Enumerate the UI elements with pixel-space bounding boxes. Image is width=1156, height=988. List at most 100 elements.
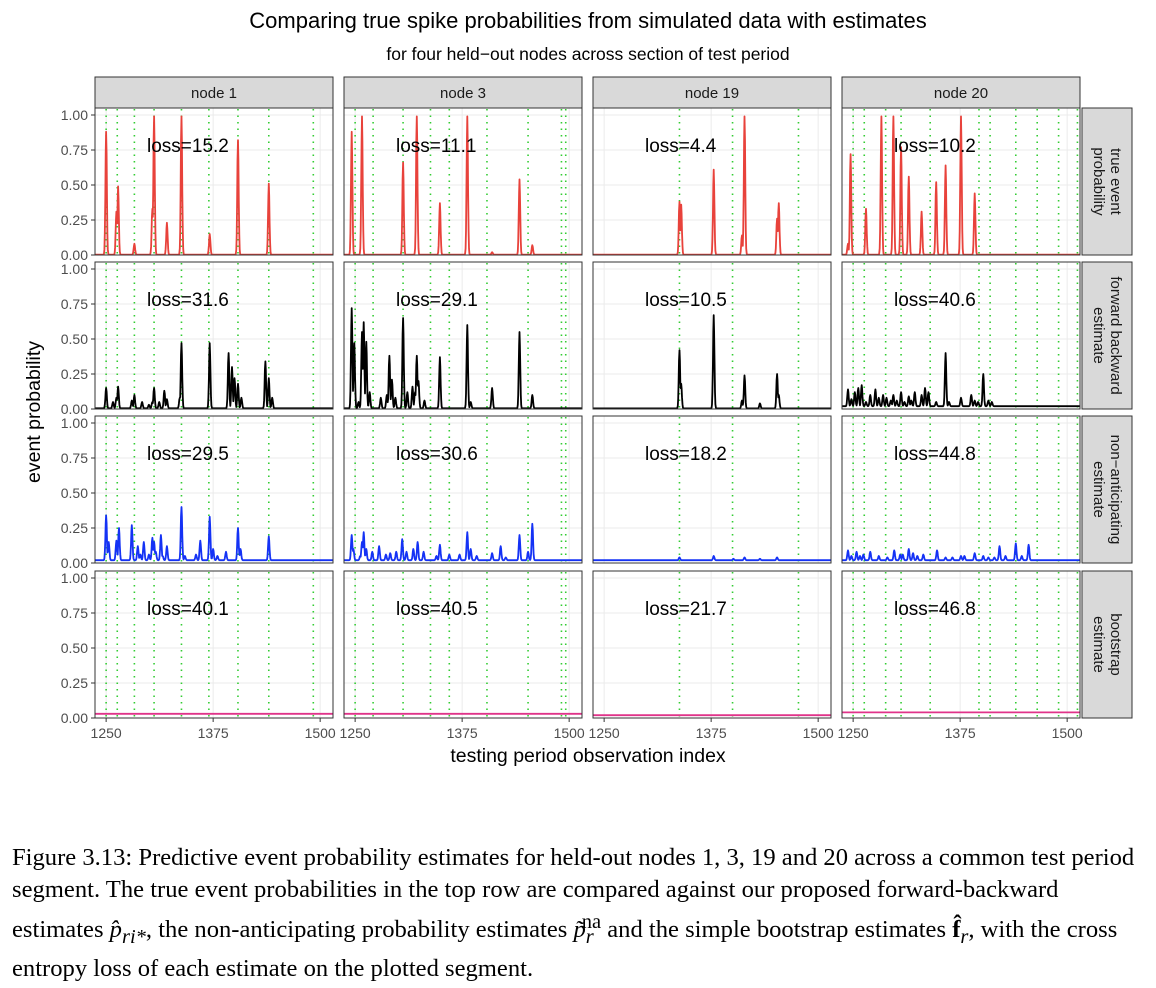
- facet-strip-label: node 20: [934, 85, 988, 102]
- y-tick-label: 0.25: [61, 675, 88, 691]
- facet-strip-label: node 1: [191, 85, 237, 102]
- x-tick-label: 1375: [696, 725, 727, 741]
- panel-border: [94, 415, 334, 564]
- y-tick-label: 0.75: [61, 605, 88, 621]
- panel-node-19-row-3: loss=18.2: [592, 415, 832, 564]
- row-strip: [1081, 261, 1133, 410]
- symbol-non-anticipating: p̃rna: [573, 911, 602, 949]
- facet-strip-node-19: [592, 76, 832, 109]
- panel-node-3-row-4: loss=40.5: [343, 570, 583, 719]
- faceted-line-chart: Comparing true spike probabilities from …: [23, 8, 1133, 767]
- x-tick-label: 1500: [305, 725, 336, 741]
- panel-node-1-row-4: loss=40.1: [94, 570, 334, 719]
- loss-label: loss=29.1: [396, 290, 478, 311]
- x-tick-label: 1500: [803, 725, 834, 741]
- panel-border: [841, 570, 1081, 719]
- panel-background: [842, 262, 1080, 409]
- y-tick-label: 1.00: [61, 107, 88, 123]
- loss-label: loss=4.4: [645, 136, 717, 157]
- x-tick-label: 1375: [198, 725, 229, 741]
- series-line-forward-backward-estimate: [94, 342, 334, 410]
- row-strip-label: bootstrapestimate: [1090, 613, 1124, 676]
- panel-background: [593, 571, 831, 718]
- loss-label: loss=46.8: [894, 599, 976, 620]
- panel-border: [94, 570, 334, 719]
- x-axis-label: testing period observation index: [450, 745, 726, 767]
- loss-label: loss=44.8: [894, 444, 976, 465]
- y-tick-label: 0.50: [61, 331, 88, 347]
- panel-node-1-row-2: loss=31.6: [94, 261, 334, 410]
- caption-text-2: , the non-anticipating probability estim…: [145, 916, 574, 944]
- loss-label: loss=18.2: [645, 444, 727, 465]
- loss-label: loss=11.1: [396, 136, 476, 157]
- y-tick-label: 0.00: [61, 247, 88, 263]
- loss-label: loss=15.2: [147, 136, 229, 157]
- x-tick-label: 1375: [945, 725, 976, 741]
- panel-node-1-row-1: loss=15.2: [94, 107, 334, 256]
- y-tick-label: 1.00: [61, 261, 88, 277]
- panel-background: [95, 262, 333, 409]
- panel-border: [343, 570, 583, 719]
- panel-border: [592, 261, 832, 410]
- series-line-non-anticipating-estimate: [343, 522, 583, 562]
- y-tick-label: 0.75: [61, 450, 88, 466]
- y-tick-label: 0.00: [61, 710, 88, 726]
- panel-node-20-row-4: loss=46.8: [841, 570, 1081, 719]
- y-tick-label: 0.50: [61, 485, 88, 501]
- y-tick-label: 0.00: [61, 401, 88, 417]
- loss-label: loss=40.6: [894, 290, 976, 311]
- x-tick-label: 1500: [1052, 725, 1083, 741]
- loss-label: loss=31.6: [147, 290, 229, 311]
- panel-background: [344, 416, 582, 563]
- loss-label: loss=21.7: [645, 599, 727, 620]
- panel-node-3-row-3: loss=30.6: [343, 415, 583, 564]
- loss-label: loss=30.6: [396, 444, 478, 465]
- panel-node-3-row-1: loss=11.1: [343, 107, 583, 256]
- row-strip: [1081, 415, 1133, 564]
- series-line-non-anticipating-estimate: [841, 542, 1081, 562]
- panel-node-19-row-4: loss=21.7: [592, 570, 832, 719]
- x-tick-label: 1250: [91, 725, 122, 741]
- caption-lead: Figure 3.13:: [12, 844, 139, 871]
- panel-border: [343, 107, 583, 256]
- panel-node-19-row-2: loss=10.5: [592, 261, 832, 410]
- y-axis-label: event probability: [23, 341, 45, 483]
- x-tick-label: 1250: [340, 725, 371, 741]
- facet-grid: node 1 node 3 node 19 node 20 true eventprob…: [61, 76, 1133, 741]
- panel-background: [344, 262, 582, 409]
- panel-border: [343, 261, 583, 410]
- chart-title: Comparing true spike probabilities from …: [249, 8, 926, 33]
- panel-background: [842, 416, 1080, 563]
- panel-border: [94, 261, 334, 410]
- figure-caption: Figure 3.13: Predictive event probabilit…: [12, 844, 1135, 983]
- panel-background: [344, 108, 582, 255]
- x-tick-label: 1250: [838, 725, 869, 741]
- series-line-non-anticipating-estimate: [94, 506, 334, 562]
- panel-border: [592, 415, 832, 564]
- row-strip: [1081, 107, 1133, 256]
- panel-node-3-row-2: loss=29.1: [343, 261, 583, 410]
- panel-border: [343, 415, 583, 564]
- series-line-forward-backward-estimate: [343, 307, 583, 410]
- panel-node-20-row-2: loss=40.6: [841, 261, 1081, 410]
- caption-text-1: Predictive event probability estimates f…: [12, 844, 1135, 944]
- loss-label: loss=29.5: [147, 444, 229, 465]
- panel-background: [593, 416, 831, 563]
- loss-label: loss=10.2: [894, 136, 976, 157]
- y-tick-label: 0.50: [61, 177, 88, 193]
- panel-border: [841, 415, 1081, 564]
- facet-strip-node-20: [841, 76, 1081, 109]
- loss-label: loss=10.5: [645, 290, 727, 311]
- y-tick-label: 1.00: [61, 570, 88, 586]
- panel-background: [95, 571, 333, 718]
- panel-background: [95, 108, 333, 255]
- x-tick-label: 1375: [447, 725, 478, 741]
- panel-background: [344, 571, 582, 718]
- panel-node-20-row-1: loss=10.2: [841, 107, 1081, 256]
- y-tick-label: 0.75: [61, 296, 88, 312]
- caption-text-3: and the simple bootstrap estimates: [601, 916, 953, 944]
- caption-text-4: , with the cross entropy loss of each es…: [12, 916, 1118, 983]
- panel-node-19-row-1: loss=4.4: [592, 107, 832, 256]
- x-tick-label: 1500: [554, 725, 585, 741]
- facet-strip-node-1: [94, 76, 334, 109]
